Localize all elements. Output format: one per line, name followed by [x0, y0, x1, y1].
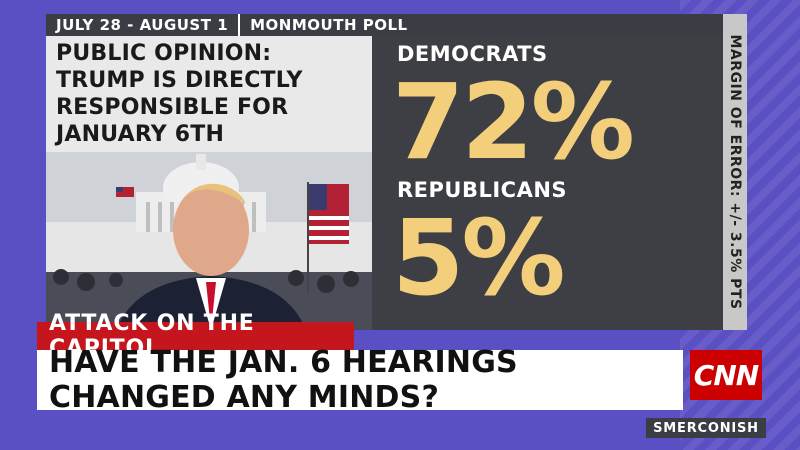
republicans-percent: 5%	[392, 197, 566, 319]
cnn-logo: CNN	[690, 350, 762, 400]
show-tag: SMERCONISH	[646, 418, 766, 438]
results-panel: DEMOCRATS 72% REPUBLICANS 5%	[372, 36, 723, 330]
margin-of-error: MARGIN OF ERROR: +/- 3.5% PTS	[727, 34, 743, 310]
cnn-logo-text: CNN	[693, 358, 759, 392]
democrats-percent: 72%	[392, 61, 635, 183]
capitol-trump-photo	[46, 152, 372, 330]
poll-source: MONMOUTH POLL	[250, 16, 408, 34]
margin-strip	[723, 14, 747, 330]
democrats-label: DEMOCRATS	[397, 42, 548, 66]
title-line-1: PUBLIC OPINION:	[56, 41, 272, 66]
headline-banner: HAVE THE JAN. 6 HEARINGS CHANGED ANY MIN…	[37, 345, 683, 415]
republicans-label: REPUBLICANS	[397, 178, 568, 202]
poll-header-bar: JULY 28 - AUGUST 1 MONMOUTH POLL	[46, 14, 723, 36]
headline-text: HAVE THE JAN. 6 HEARINGS CHANGED ANY MIN…	[49, 345, 518, 415]
show-name: SMERCONISH	[653, 420, 759, 436]
title-line-3: RESPONSIBLE FOR	[56, 95, 289, 120]
title-line-4: JANUARY 6TH	[56, 122, 225, 147]
title-line-2: TRUMP IS DIRECTLY	[56, 68, 303, 93]
date-range: JULY 28 - AUGUST 1	[46, 14, 241, 36]
photo-illustration	[46, 152, 372, 330]
title-panel: PUBLIC OPINION: TRUMP IS DIRECTLY RESPON…	[46, 36, 372, 152]
